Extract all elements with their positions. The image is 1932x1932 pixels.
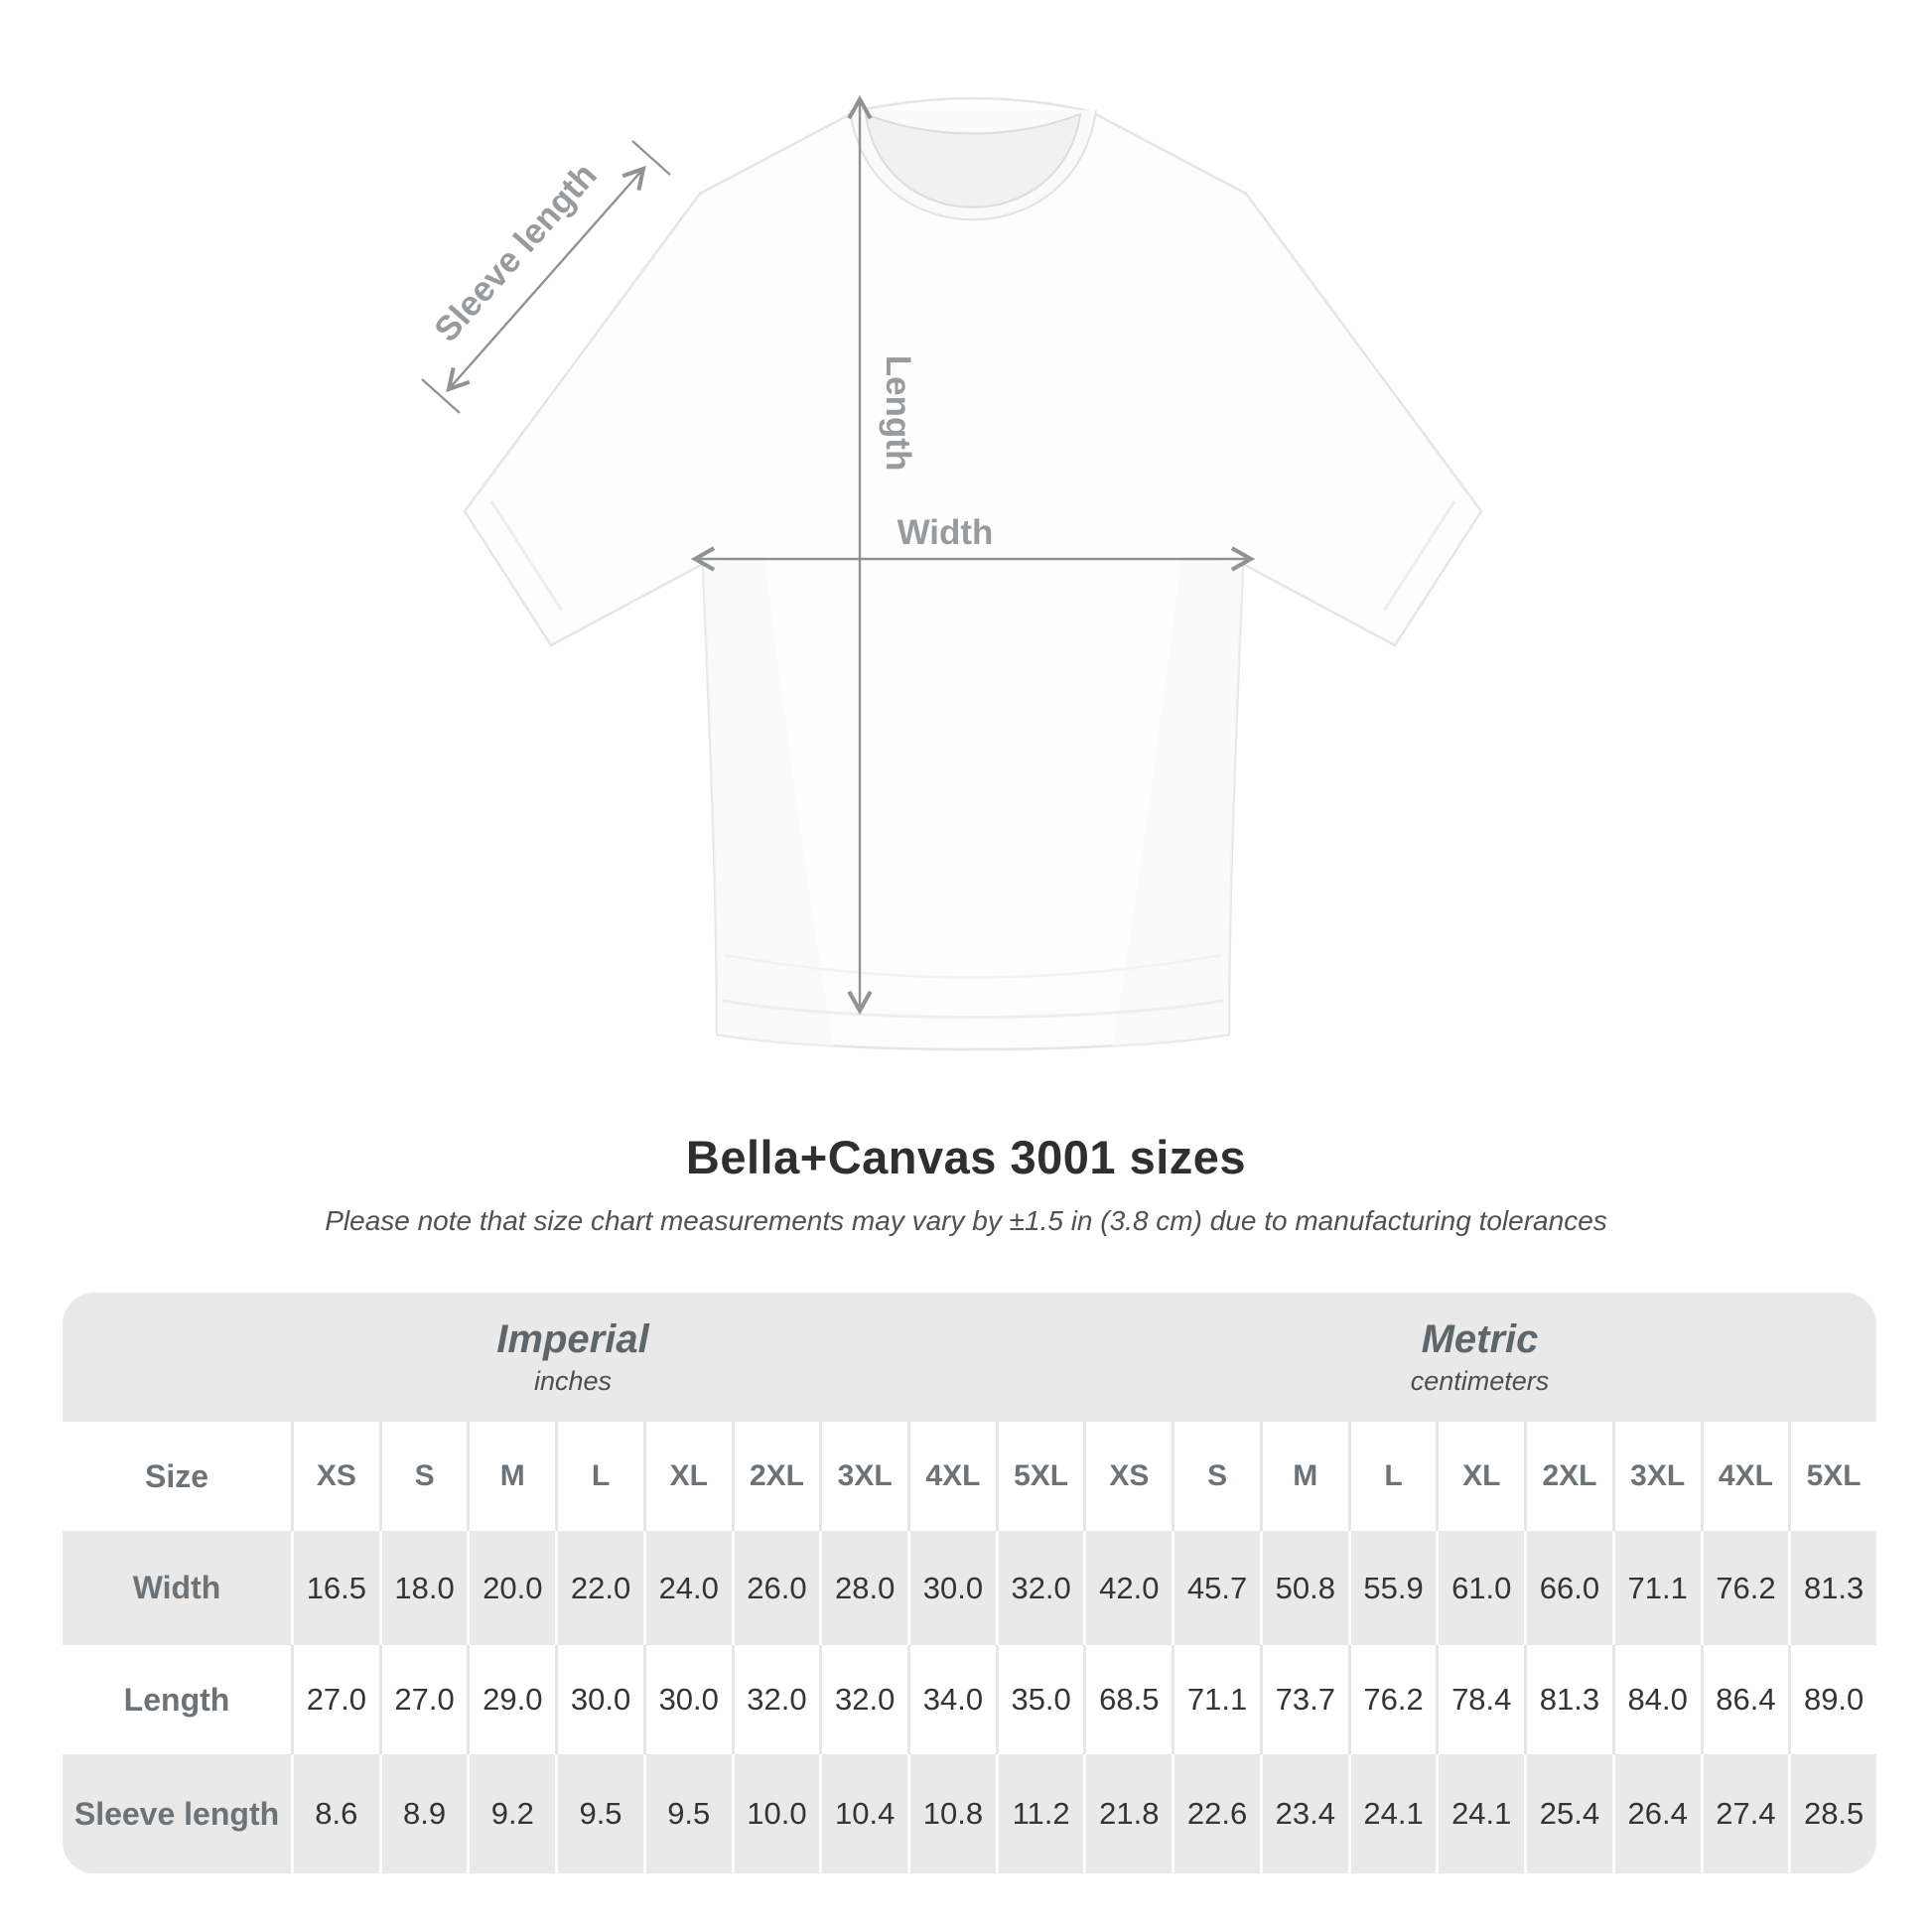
metric-value-cell: 84.0: [1611, 1645, 1701, 1754]
metric-value-cell: 73.7: [1259, 1645, 1348, 1754]
size-column-header: XL: [642, 1422, 732, 1531]
metric-value-cell: 61.0: [1436, 1531, 1524, 1645]
metric-unit: centimeters: [1410, 1366, 1550, 1396]
metric-value-cell: 25.4: [1524, 1754, 1612, 1873]
metric-value-cell: 68.5: [1083, 1645, 1172, 1754]
size-column-header: XL: [1436, 1422, 1524, 1531]
imperial-value-cell: 10.8: [907, 1754, 996, 1873]
imperial-value-cell: 32.0: [995, 1531, 1084, 1645]
metric-value-cell: 50.8: [1259, 1531, 1348, 1645]
size-column-header: L: [555, 1422, 643, 1531]
size-table: Imperial inches Metric centimeters Size X…: [63, 1293, 1876, 1873]
imperial-value-cell: 29.0: [467, 1645, 555, 1754]
metric-value-cell: 76.2: [1700, 1531, 1789, 1645]
imperial-value-cell: 9.5: [555, 1754, 643, 1873]
width-label: Width: [897, 513, 994, 552]
imperial-value-cell: 34.0: [907, 1645, 996, 1754]
imperial-value-cell: 20.0: [467, 1531, 555, 1645]
metric-value-cell: 71.1: [1611, 1531, 1701, 1645]
imperial-value-cell: 24.0: [642, 1531, 732, 1645]
corner-header-size: Size: [144, 1457, 209, 1494]
size-column-header: 2XL: [1524, 1422, 1612, 1531]
imperial-value-cell: 8.6: [291, 1754, 379, 1873]
imperial-value-cell: 9.5: [642, 1754, 732, 1873]
measurement-row: Length 27.0 27.0 29.0 30.0 30.0 32.0 32.0 34.0 35…: [63, 1645, 1876, 1754]
metric-value-cell: 76.2: [1347, 1645, 1437, 1754]
size-column-header: S: [1172, 1422, 1260, 1531]
tshirt-diagram: Sleeve length Length Width: [421, 94, 1483, 1051]
row-label: Sleeve length: [73, 1795, 280, 1832]
size-column-header: 3XL: [1611, 1422, 1701, 1531]
imperial-value-cell: 9.2: [467, 1754, 555, 1873]
metric-value-cell: 28.5: [1788, 1754, 1876, 1873]
metric-value-cell: 89.0: [1788, 1645, 1876, 1754]
metric-value-cell: 81.3: [1524, 1645, 1612, 1754]
metric-value-cell: 26.4: [1611, 1754, 1701, 1873]
imperial-value-cell: 28.0: [819, 1531, 907, 1645]
measurement-row: Width 16.5 18.0 20.0 22.0 24.0 26.0 28.0 30.0 32.…: [63, 1531, 1876, 1645]
metric-value-cell: 21.8: [1083, 1754, 1172, 1873]
collar-opening: [864, 112, 1082, 208]
size-column-header: 2XL: [731, 1422, 820, 1531]
size-column-header: M: [467, 1422, 555, 1531]
page-title: Bella+Canvas 3001 sizes: [685, 1131, 1247, 1183]
imperial-value-cell: 18.0: [378, 1531, 468, 1645]
length-label: Length: [879, 355, 917, 472]
imperial-value-cell: 10.4: [819, 1754, 907, 1873]
metric-value-cell: 55.9: [1347, 1531, 1437, 1645]
size-grid: Size XS S M L XL 2XL 3XL 4XL 5XL XS S M L XL 2XL 3XL 4XL 5…: [63, 1422, 1876, 1873]
size-column-header: 5XL: [995, 1422, 1084, 1531]
tolerance-note: Please note that size chart measurements…: [325, 1205, 1607, 1236]
metric-value-cell: 24.1: [1347, 1754, 1437, 1873]
size-column-header: S: [378, 1422, 468, 1531]
imperial-value-cell: 32.0: [819, 1645, 907, 1754]
metric-value-cell: 24.1: [1436, 1754, 1524, 1873]
imperial-value-cell: 27.0: [378, 1645, 468, 1754]
metric-value-cell: 81.3: [1788, 1531, 1876, 1645]
imperial-value-cell: 30.0: [555, 1645, 643, 1754]
sleeve-length-label: Sleeve length: [427, 156, 605, 349]
imperial-unit: inches: [533, 1366, 613, 1396]
imperial-value-cell: 22.0: [555, 1531, 643, 1645]
imperial-section-header: Imperial inches: [63, 1293, 1083, 1422]
imperial-value-cell: 8.9: [378, 1754, 468, 1873]
metric-value-cell: 86.4: [1700, 1645, 1789, 1754]
sleeve-length-arrow: [421, 140, 671, 414]
size-column-header: 3XL: [819, 1422, 907, 1531]
metric-value-cell: 27.4: [1700, 1754, 1789, 1873]
imperial-value-cell: 27.0: [291, 1645, 379, 1754]
metric-title: Metric: [1421, 1317, 1539, 1361]
size-column-header: XS: [291, 1422, 379, 1531]
size-column-header: XS: [1083, 1422, 1172, 1531]
metric-value-cell: 23.4: [1259, 1754, 1348, 1873]
imperial-value-cell: 26.0: [731, 1531, 820, 1645]
size-column-header: 4XL: [1700, 1422, 1789, 1531]
imperial-value-cell: 30.0: [642, 1645, 732, 1754]
metric-value-cell: 22.6: [1172, 1754, 1260, 1873]
measurement-row: Sleeve length 8.6 8.9 9.2 9.5 9.5 10.0 10.4 10.8…: [63, 1754, 1876, 1873]
size-column-header: 4XL: [907, 1422, 996, 1531]
metric-value-cell: 45.7: [1172, 1531, 1260, 1645]
size-column-header: 5XL: [1788, 1422, 1876, 1531]
size-column-header: L: [1347, 1422, 1437, 1531]
row-label: Length: [123, 1681, 230, 1718]
size-column-header: M: [1259, 1422, 1348, 1531]
imperial-value-cell: 11.2: [995, 1754, 1084, 1873]
size-header-row: Size XS S M L XL 2XL 3XL 4XL 5XL XS S M L XL 2XL 3XL 4XL 5…: [63, 1422, 1876, 1531]
imperial-value-cell: 30.0: [907, 1531, 996, 1645]
imperial-value-cell: 16.5: [291, 1531, 379, 1645]
imperial-value-cell: 35.0: [995, 1645, 1084, 1754]
metric-value-cell: 71.1: [1172, 1645, 1260, 1754]
unit-band: Imperial inches Metric centimeters: [63, 1293, 1876, 1422]
metric-value-cell: 78.4: [1436, 1645, 1524, 1754]
tshirt-graphic: [463, 96, 1483, 1051]
imperial-value-cell: 32.0: [731, 1645, 820, 1754]
row-label: Width: [132, 1570, 221, 1605]
imperial-title: Imperial: [496, 1317, 649, 1361]
metric-section-header: Metric centimeters: [1083, 1293, 1876, 1422]
imperial-value-cell: 10.0: [731, 1754, 820, 1873]
metric-value-cell: 66.0: [1524, 1531, 1612, 1645]
metric-value-cell: 42.0: [1083, 1531, 1172, 1645]
